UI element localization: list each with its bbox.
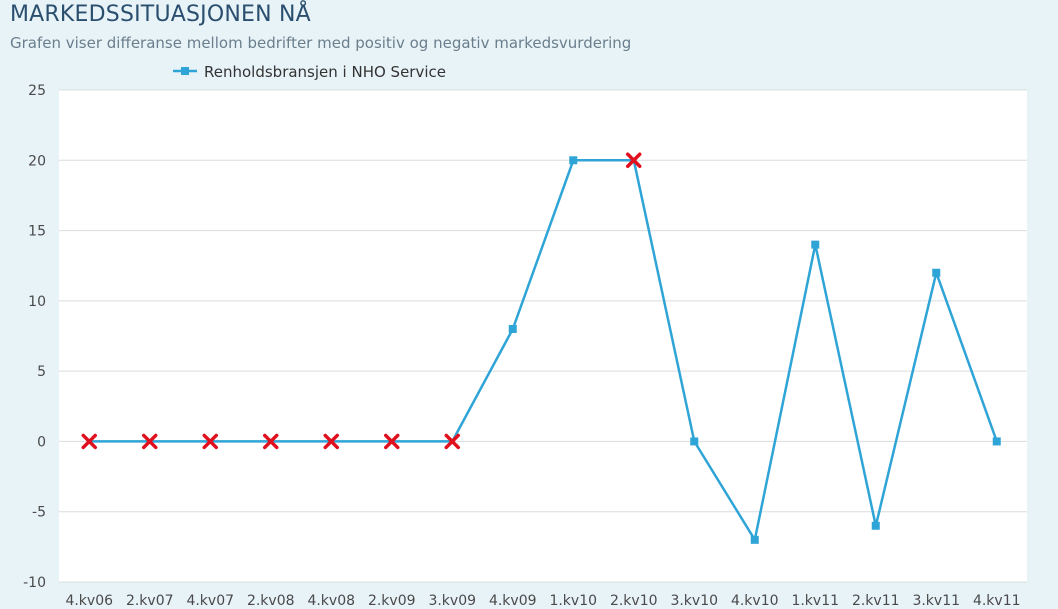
series-markers [81, 152, 1001, 544]
missing-data-x-icon [142, 433, 158, 450]
y-tick-label: 20 [28, 153, 46, 169]
y-tick-label: 5 [37, 364, 46, 380]
x-tick-label: 4.kv11 [973, 593, 1021, 609]
legend-square-icon [181, 67, 189, 75]
data-point[interactable] [690, 437, 699, 446]
x-tick-label: 1.kv11 [791, 593, 839, 609]
missing-data-x-icon [263, 433, 279, 450]
x-tick-label: 3.kv10 [670, 593, 718, 609]
y-tick-label: 0 [37, 434, 46, 450]
missing-data-x-icon [81, 433, 97, 450]
x-tick-label: 3.kv09 [428, 593, 476, 609]
series-renholdsbransjen [89, 159, 998, 542]
x-tick-label: 4.kv08 [307, 593, 355, 609]
y-axis-ticks: 25 20 15 10 5 0 -5 -10 [23, 83, 46, 591]
missing-data-x-icon [444, 433, 460, 450]
x-axis-ticks: 4.kv06 2.kv07 4.kv07 2.kv08 4.kv08 2.kv09 3.kv… [65, 593, 1020, 609]
x-tick-label: 2.kv08 [247, 593, 295, 609]
y-tick-label: 10 [28, 294, 46, 310]
y-tick-label: -5 [32, 505, 46, 521]
x-tick-label: 2.kv10 [610, 593, 658, 609]
plot-area [59, 90, 1027, 582]
series-line [89, 159, 998, 542]
x-tick-label: 4.kv06 [65, 593, 113, 609]
x-tick-label: 4.kv07 [186, 593, 234, 609]
missing-data-x-icon [384, 433, 400, 450]
missing-data-x-icon [202, 433, 218, 450]
data-point[interactable] [750, 535, 759, 544]
chart-subtitle: Grafen viser differanse mellom bedrifter… [10, 34, 632, 52]
legend-label: Renholdsbransjen i NHO Service [204, 63, 446, 81]
x-tick-label: 4.kv10 [731, 593, 779, 609]
x-tick-label: 3.kv11 [912, 593, 960, 609]
data-point[interactable] [569, 156, 578, 165]
data-point[interactable] [932, 268, 941, 277]
x-tick-label: 2.kv07 [126, 593, 174, 609]
y-tick-label: -10 [23, 575, 46, 591]
data-point[interactable] [508, 324, 517, 333]
data-point[interactable] [992, 437, 1001, 446]
x-tick-label: 2.kv09 [368, 593, 416, 609]
x-tick-label: 1.kv10 [549, 593, 597, 609]
x-tick-label: 2.kv11 [852, 593, 900, 609]
data-point[interactable] [871, 521, 880, 530]
missing-data-x-icon [626, 152, 642, 169]
y-tick-label: 25 [28, 83, 46, 99]
x-tick-label: 4.kv09 [489, 593, 537, 609]
data-point[interactable] [811, 240, 820, 249]
legend: Renholdsbransjen i NHO Service [173, 63, 446, 81]
y-tick-label: 15 [28, 224, 46, 240]
chart-title: MARKEDSSITUASJONEN NÅ [10, 2, 311, 27]
missing-data-x-icon [323, 433, 339, 450]
